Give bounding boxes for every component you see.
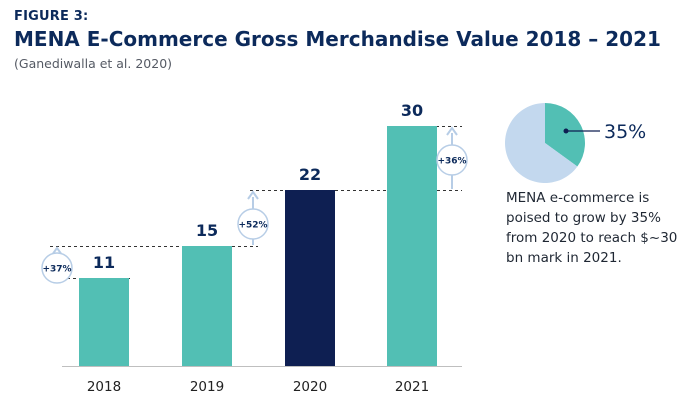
growth-arrow-head-icon <box>446 126 458 136</box>
bar-value-label-2020: 22 <box>299 165 321 184</box>
growth-badge-label: +36% <box>437 157 466 167</box>
pie-callout-text: MENA e-commerce is poised to grow by 35%… <box>506 190 678 266</box>
x-tick-label-2020: 2020 <box>293 379 327 395</box>
growth-badge-label: +52% <box>238 221 267 231</box>
figure-label: FIGURE 3: <box>14 9 89 24</box>
x-tick-label-2021: 2021 <box>395 379 429 395</box>
bar-2018 <box>79 278 129 366</box>
growth-badge-label: +37% <box>42 265 71 275</box>
bar-2019 <box>182 246 232 366</box>
growth-badge <box>237 208 269 240</box>
growth-badge <box>436 144 468 176</box>
bar-value-label-2018: 11 <box>93 253 115 272</box>
bar-2021 <box>387 126 437 366</box>
x-tick-label-2019: 2019 <box>190 379 224 395</box>
bar-2020 <box>285 190 335 366</box>
pie-percent-label: 35% <box>604 121 646 143</box>
growth-arrow-head-icon <box>247 190 259 200</box>
pie-slice-rest <box>505 103 578 183</box>
chart-title: MENA E-Commerce Gross Merchandise Value … <box>14 27 661 51</box>
pie-slice-growth <box>545 103 585 167</box>
growth-badge <box>41 252 73 284</box>
chart-source: (Ganediwalla et al. 2020) <box>14 56 173 71</box>
x-tick-label-2018: 2018 <box>87 379 121 395</box>
bar-value-label-2019: 15 <box>196 221 218 240</box>
bar-value-label-2021: 30 <box>401 101 423 120</box>
